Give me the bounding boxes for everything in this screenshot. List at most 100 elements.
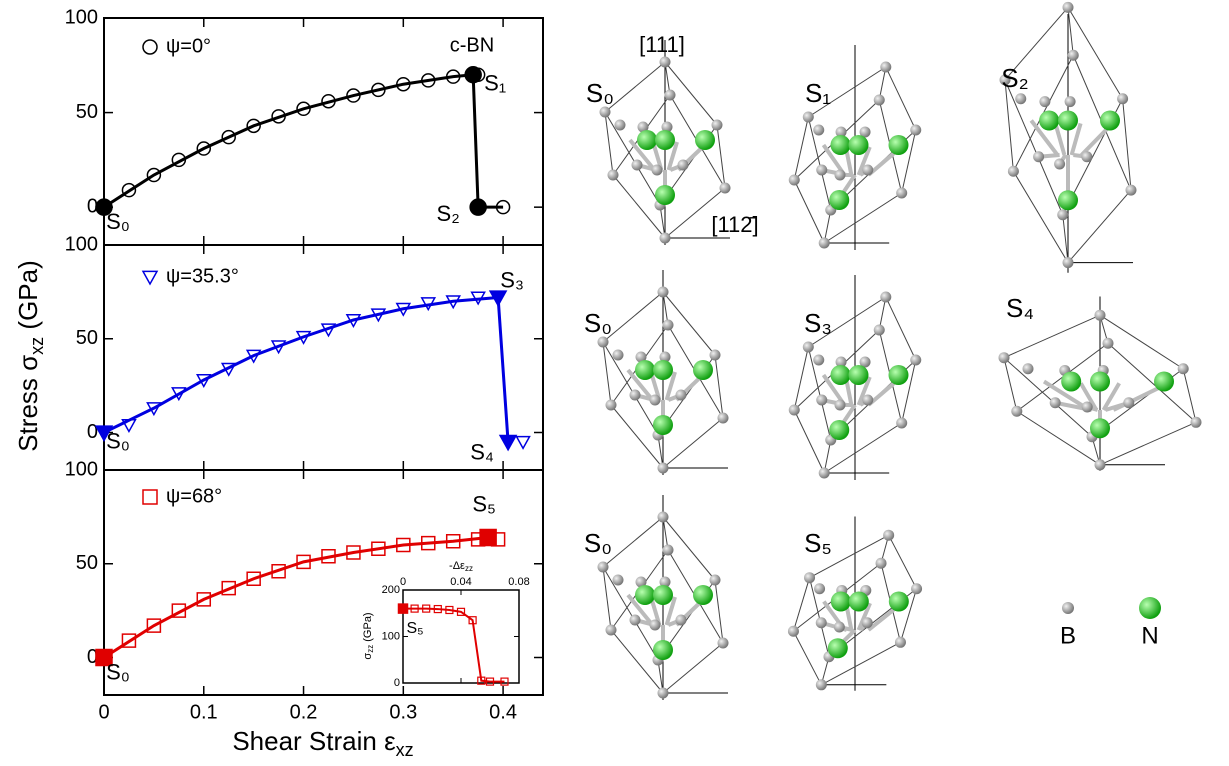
structure-label: S₀ — [584, 308, 612, 338]
legend-b: B — [1060, 622, 1076, 649]
boron-atom — [876, 558, 887, 569]
nitrogen-atom — [1058, 190, 1078, 210]
bond-edge — [794, 347, 808, 410]
boron-atom — [835, 400, 846, 411]
nitrogen-atom — [653, 360, 673, 380]
boron-atom — [712, 120, 723, 131]
state-label: S₃ — [500, 267, 524, 292]
nitrogen-atom — [889, 592, 909, 612]
boron-atom — [660, 233, 671, 244]
boron-atom — [1039, 96, 1050, 107]
boron-atom — [910, 125, 921, 136]
nitrogen-atom — [637, 130, 657, 150]
boron-atom — [862, 165, 873, 176]
bond-edge — [886, 67, 916, 130]
y-tick-label: 50 — [76, 101, 98, 123]
boron-atom — [1063, 257, 1074, 268]
boron-atom — [598, 562, 609, 573]
boron-atom — [862, 617, 873, 628]
boron-atom — [658, 512, 669, 523]
x-label-sub: xz — [396, 740, 414, 760]
boron-atom — [816, 617, 827, 628]
boron-atom — [652, 165, 663, 176]
bond-edge — [794, 117, 808, 180]
fit-line — [104, 75, 503, 207]
boron-atom — [718, 638, 729, 649]
x-axis-label: Shear Strain εxz — [232, 726, 413, 760]
legend-label: ψ=35.3° — [166, 265, 239, 287]
nitrogen-atom — [831, 365, 851, 385]
boron-atom — [911, 583, 922, 594]
boron-atom — [813, 355, 824, 366]
nitrogen-atom — [655, 185, 675, 205]
legend-boron — [1062, 602, 1074, 614]
boron-atom — [663, 320, 674, 331]
boron-atom — [835, 170, 846, 181]
bond-edge — [1100, 422, 1196, 465]
boron-atom — [1033, 151, 1044, 162]
boron-atom — [819, 238, 830, 249]
nitrogen-atom — [849, 135, 869, 155]
boron-atom — [676, 615, 687, 626]
y-tick-label: 100 — [65, 233, 98, 255]
boron-atom — [1008, 166, 1019, 177]
inset-y-tick-label: 0 — [394, 677, 400, 689]
boron-atom — [1126, 185, 1137, 196]
inset-x-tick-label: 0 — [400, 576, 406, 588]
state-label: S₄ — [470, 440, 494, 465]
structure-label: S₁ — [805, 78, 831, 108]
nitrogen-atom — [849, 365, 869, 385]
nitrogen-atom — [635, 360, 655, 380]
inset-x-label: -Δεzz — [449, 560, 473, 573]
nitrogen-atom — [831, 135, 851, 155]
boron-atom — [608, 170, 619, 181]
boron-atom — [874, 325, 885, 336]
structure-label: S₂ — [1001, 63, 1028, 93]
inset-state-label: S₅ — [406, 620, 423, 637]
nitrogen-atom — [1061, 372, 1081, 392]
boron-atom — [658, 688, 669, 699]
boron-atom — [710, 575, 721, 586]
boron-atom — [1082, 402, 1093, 413]
inset-x-label-text: -Δε — [449, 560, 465, 572]
boron-atom — [883, 530, 894, 541]
bond-edge — [886, 297, 916, 360]
y-axis-label: Stress σxz (GPa) — [13, 260, 47, 452]
state-label: S₅ — [472, 491, 496, 516]
boron-atom — [615, 120, 626, 131]
legend-marker — [143, 490, 157, 504]
marker — [470, 199, 486, 215]
boron-atom — [819, 468, 830, 479]
bond-edge — [605, 112, 660, 205]
nitrogen-atom — [831, 592, 851, 612]
nitrogen-atom — [1090, 372, 1110, 392]
bond-edge — [794, 410, 824, 473]
boron-atom — [880, 62, 891, 73]
nitrogen-atom — [849, 592, 869, 612]
inset-x-tick-label: 0.08 — [508, 576, 529, 588]
structure-label: S₀ — [586, 78, 614, 108]
nitrogen-atom — [1154, 372, 1174, 392]
bond-edge — [1183, 369, 1196, 423]
boron-atom — [613, 575, 624, 586]
marker — [480, 530, 496, 546]
boron-atom — [816, 679, 827, 690]
boron-atom — [663, 545, 674, 556]
nitrogen-atom — [889, 135, 909, 155]
y-tick-label: 50 — [76, 327, 98, 349]
legend-marker — [143, 40, 157, 54]
bond-edge — [1004, 358, 1017, 412]
boron-atom — [1054, 159, 1065, 170]
boron-atom — [804, 572, 815, 583]
axis-label-111: [111] — [639, 32, 685, 57]
nitrogen-atom — [655, 130, 675, 150]
boron-atom — [910, 355, 921, 366]
boron-atom — [1178, 363, 1189, 374]
state-label: S₁ — [484, 71, 506, 96]
boron-atom — [896, 418, 907, 429]
nitrogen-atom — [695, 130, 715, 150]
nitrogen-atom — [1090, 418, 1110, 438]
nitrogen-atom — [1058, 111, 1078, 131]
annotation: c-BN — [450, 34, 494, 56]
inset-y-tick-label: 200 — [382, 584, 400, 596]
